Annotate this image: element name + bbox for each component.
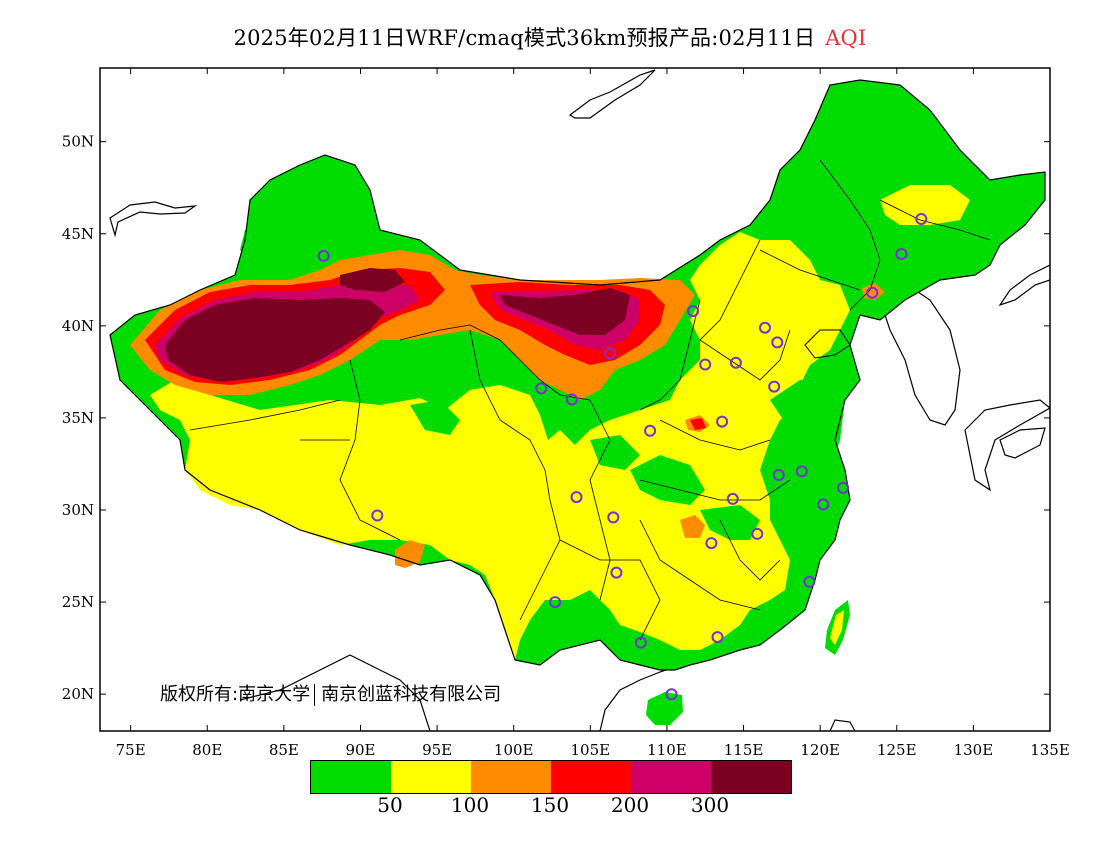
aqi-field xyxy=(110,80,1045,725)
legend-swatch xyxy=(551,761,631,793)
legend-swatch xyxy=(471,761,551,793)
lon-tick-label: 80E xyxy=(192,741,222,759)
station-marker xyxy=(837,481,850,494)
station-marker xyxy=(726,492,739,505)
lon-tick-label: 95E xyxy=(422,741,452,759)
lat-tick-label: 45N xyxy=(62,225,94,243)
station-marker xyxy=(768,380,781,393)
province-boundaries xyxy=(189,159,991,641)
aqi-region-yellow xyxy=(150,232,850,660)
legend-swatch xyxy=(631,761,711,793)
axis-ticks: 75E 80E 85E 90E 95E 100E 105E 110E 115E 120E 125E 1… xyxy=(62,68,1070,759)
station-marker xyxy=(644,424,657,437)
lon-tick-label: 110E xyxy=(647,741,687,759)
lat-tick-label: 40N xyxy=(62,317,94,335)
copyright: 版权所有:南京大学 南京创蓝科技有限公司 xyxy=(160,680,501,706)
legend-labels: 50 100 150 200 300 xyxy=(0,793,1100,819)
lon-tick-label: 135E xyxy=(1030,741,1070,759)
station-marker xyxy=(317,249,330,262)
station-marker xyxy=(817,498,830,511)
station-marker xyxy=(795,465,808,478)
station-marker xyxy=(634,636,647,649)
station-marker xyxy=(699,358,712,371)
lat-tick-label: 20N xyxy=(62,685,94,703)
station-marker xyxy=(665,688,678,701)
station-marker xyxy=(610,566,623,579)
station-marker xyxy=(570,491,583,504)
aqi-region-maroon xyxy=(165,298,385,382)
lat-tick-label: 30N xyxy=(62,501,94,519)
legend-swatch xyxy=(711,761,791,793)
lon-tick-label: 105E xyxy=(571,741,611,759)
station-marker xyxy=(803,575,816,588)
station-marker xyxy=(866,286,879,299)
legend-label: 50 xyxy=(377,793,403,817)
station-marker xyxy=(604,347,617,360)
station-marker xyxy=(759,321,771,334)
lat-tick-label: 35N xyxy=(62,409,94,427)
station-marker xyxy=(771,336,784,349)
station-marker xyxy=(729,356,742,369)
lon-tick-label: 120E xyxy=(800,741,840,759)
copyright-org2: 南京创蓝科技有限公司 xyxy=(321,684,502,705)
lat-tick-label: 25N xyxy=(62,593,94,611)
legend-swatch xyxy=(311,761,391,793)
map-title: 2025年02月11日WRF/cmaq模式36km预报产品:02月11日 AQI xyxy=(0,22,1100,52)
title-variable: AQI xyxy=(825,26,867,50)
station-marker xyxy=(711,631,724,644)
station-marker xyxy=(895,248,908,260)
map-body xyxy=(109,69,1050,731)
legend-label: 200 xyxy=(610,793,650,817)
color-legend xyxy=(310,760,792,794)
country-outline xyxy=(109,79,1046,671)
copyright-separator xyxy=(314,684,316,706)
lon-tick-label: 125E xyxy=(877,741,917,759)
copyright-label: 版权所有: xyxy=(160,684,239,705)
station-marker xyxy=(687,305,699,318)
lon-tick-label: 100E xyxy=(494,741,534,759)
copyright-org1: 南京大学 xyxy=(238,684,311,705)
legend-label: 150 xyxy=(530,793,570,817)
lon-tick-label: 115E xyxy=(724,741,764,759)
lon-tick-label: 130E xyxy=(954,741,994,759)
city-stations xyxy=(317,213,928,701)
legend-swatch xyxy=(391,761,471,793)
legend-label: 100 xyxy=(450,793,490,817)
station-marker xyxy=(705,537,718,550)
lon-tick-label: 85E xyxy=(269,741,299,759)
station-marker xyxy=(716,415,729,428)
station-marker xyxy=(549,596,562,609)
lon-tick-label: 90E xyxy=(345,741,375,759)
map-frame xyxy=(99,67,1051,732)
station-marker xyxy=(772,469,785,481)
station-marker xyxy=(371,509,384,522)
station-marker xyxy=(565,393,578,406)
station-marker xyxy=(915,213,928,225)
legend-label: 300 xyxy=(690,793,730,817)
station-marker xyxy=(751,527,764,540)
station-marker xyxy=(535,382,548,395)
station-marker xyxy=(607,511,620,524)
lon-tick-label: 75E xyxy=(116,741,146,759)
lat-tick-label: 50N xyxy=(62,133,94,151)
title-main: 2025年02月11日WRF/cmaq模式36km预报产品:02月11日 xyxy=(233,26,816,50)
